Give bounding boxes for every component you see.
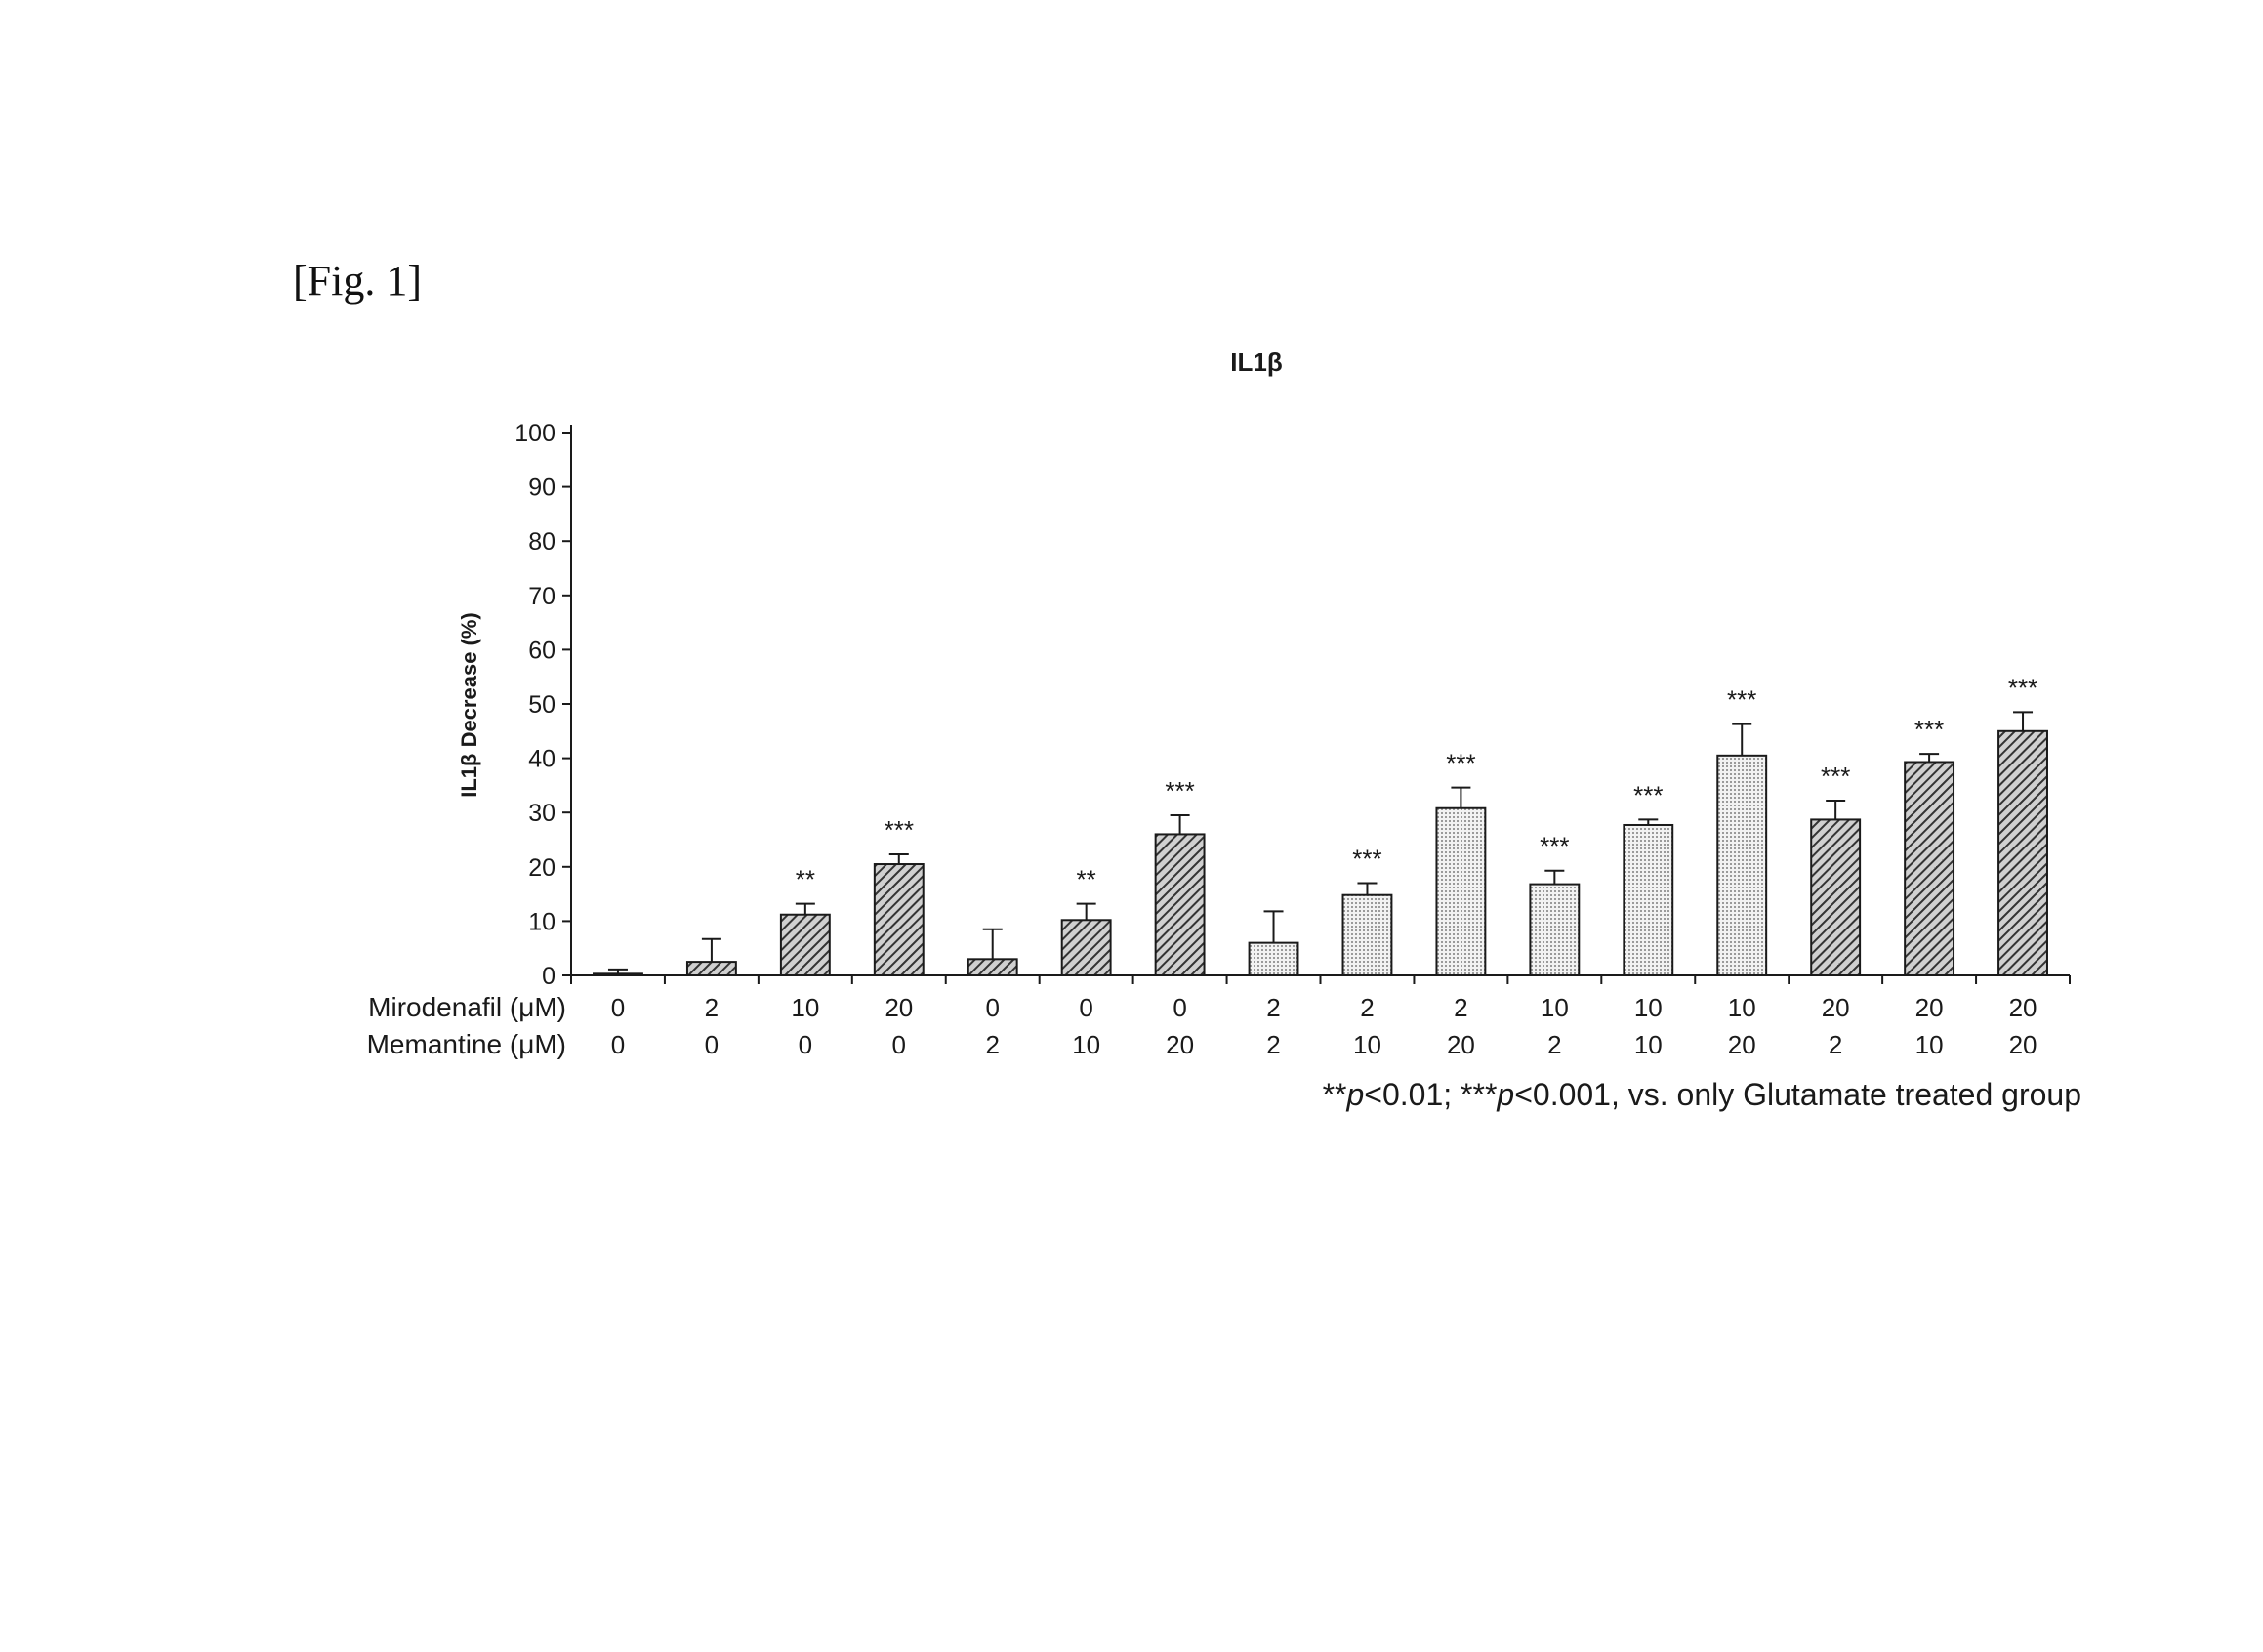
dose-value: 10 xyxy=(1541,993,1569,1022)
dose-value: 2 xyxy=(1360,993,1374,1022)
bar xyxy=(1060,919,1112,977)
bar xyxy=(1435,806,1487,977)
y-tick-label: 60 xyxy=(528,637,555,664)
y-tick-label: 40 xyxy=(528,746,555,773)
dose-value: 0 xyxy=(611,993,625,1022)
footnote: **p<0.01; ***p<0.001, vs. only Glutamate… xyxy=(1323,1077,2081,1112)
y-axis-label: IL1β Decrease (%) xyxy=(457,612,481,798)
x-axis xyxy=(570,974,2071,984)
error-bars xyxy=(607,711,2034,974)
dose-value: 20 xyxy=(1822,993,1850,1022)
dose-value: 10 xyxy=(1915,1030,1944,1059)
bar xyxy=(1716,754,1768,976)
dose-value: 20 xyxy=(2009,1030,2037,1059)
y-tick-label: 10 xyxy=(528,908,555,935)
dose-value: 0 xyxy=(985,993,999,1022)
dose-value: 0 xyxy=(705,1030,719,1059)
bar xyxy=(779,913,831,977)
dose-value: 10 xyxy=(1072,1030,1100,1059)
y-tick-label: 0 xyxy=(542,963,555,990)
bar xyxy=(1904,761,1955,976)
dose-value: 2 xyxy=(1829,1030,1842,1059)
dose-value: 2 xyxy=(985,1030,999,1059)
dose-table: Mirodenafil (μM) 0 2 10 20 0 0 0 2 2 2 10 10 10 20 20 20… xyxy=(367,992,2037,1059)
dose-value: 2 xyxy=(1266,993,1280,1022)
significance-mark: *** xyxy=(1540,832,1569,861)
chart-title: IL1β xyxy=(1230,348,1282,377)
bar xyxy=(967,958,1018,977)
y-tick-label: 100 xyxy=(514,420,555,447)
dose-value: 20 xyxy=(1915,993,1944,1022)
bar xyxy=(1810,818,1862,976)
y-tick-label: 90 xyxy=(528,475,555,502)
y-tick-label: 20 xyxy=(528,854,555,882)
significance-mark: *** xyxy=(1165,776,1194,805)
footnote-part: ** xyxy=(1323,1077,1347,1112)
dose-value: 20 xyxy=(1447,1030,1475,1059)
dose-value: 20 xyxy=(1728,1030,1756,1059)
dose-value: 10 xyxy=(1634,1030,1663,1059)
bar xyxy=(1623,823,1674,976)
dose-value: 2 xyxy=(1454,993,1467,1022)
significance-mark: *** xyxy=(1633,780,1663,809)
dose-row-label: Memantine (μM) xyxy=(367,1029,566,1059)
dose-value: 2 xyxy=(1266,1030,1280,1059)
significance-mark: ** xyxy=(1077,865,1096,894)
figure-label: [Fig. 1] xyxy=(293,257,422,305)
y-tick-label: 70 xyxy=(528,583,555,610)
significance-mark: *** xyxy=(2008,673,2037,702)
bar xyxy=(873,863,925,977)
dose-value: 2 xyxy=(705,993,719,1022)
y-tick-label: 50 xyxy=(528,691,555,719)
dose-value: 0 xyxy=(799,1030,812,1059)
bar xyxy=(1341,893,1393,976)
bar xyxy=(1154,833,1206,976)
significance-marks: ********************************** xyxy=(796,673,2037,893)
bar xyxy=(1997,729,2048,976)
y-tick-label: 80 xyxy=(528,528,555,556)
dose-value: 0 xyxy=(611,1030,625,1059)
footnote-p-italic: p xyxy=(1496,1077,1514,1112)
significance-mark: *** xyxy=(1352,844,1381,873)
dose-value: 20 xyxy=(885,993,913,1022)
dose-value: 20 xyxy=(1166,1030,1194,1059)
bar xyxy=(1248,941,1299,977)
significance-mark: *** xyxy=(1446,749,1475,778)
significance-mark: *** xyxy=(885,815,914,845)
dose-row-label: Mirodenafil (μM) xyxy=(368,992,566,1022)
dose-value: 20 xyxy=(2009,993,2037,1022)
dose-value: 2 xyxy=(1547,1030,1561,1059)
footnote-part: <0.01; *** xyxy=(1364,1077,1497,1112)
significance-mark: *** xyxy=(1821,762,1850,791)
dose-value: 10 xyxy=(1634,993,1663,1022)
dose-value: 0 xyxy=(892,1030,906,1059)
y-tick-label: 30 xyxy=(528,800,555,827)
dose-value: 0 xyxy=(1079,993,1092,1022)
bars xyxy=(593,729,2048,977)
bar xyxy=(1529,883,1581,976)
footnote-p-italic: p xyxy=(1346,1077,1365,1112)
significance-mark: ** xyxy=(796,865,815,894)
bar xyxy=(593,972,643,976)
dose-value: 10 xyxy=(1728,993,1756,1022)
dose-value: 0 xyxy=(1173,993,1186,1022)
dose-value: 10 xyxy=(1353,1030,1381,1059)
y-axis: 0 10 20 30 40 50 60 70 80 90 100 xyxy=(514,420,572,990)
dose-value: 10 xyxy=(791,993,819,1022)
significance-mark: *** xyxy=(1727,685,1756,715)
footnote-part: <0.001, vs. only Glutamate treated group xyxy=(1514,1077,2081,1112)
significance-mark: *** xyxy=(1914,715,1944,744)
bar xyxy=(685,961,737,976)
